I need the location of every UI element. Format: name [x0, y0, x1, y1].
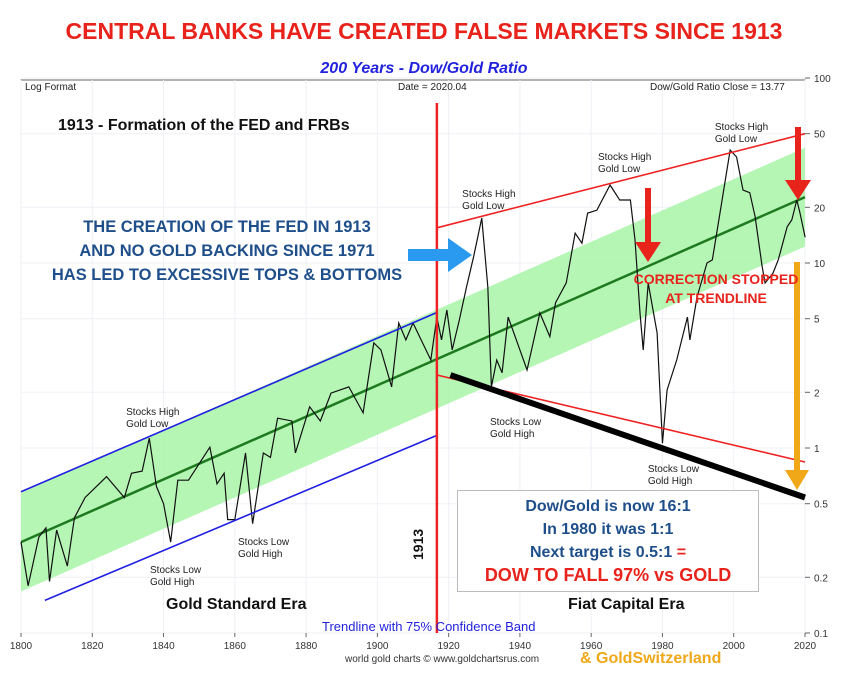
x-tick-label: 2000	[723, 641, 746, 652]
log-format-label: Log Format	[25, 82, 77, 93]
ratio-close-label: Dow/Gold Ratio Close = 13.77	[650, 82, 785, 93]
x-tick-label: 1960	[580, 641, 603, 652]
blue-lower-channel-line	[44, 434, 438, 602]
annotation-line: Stocks Low	[150, 565, 202, 576]
annotation-line: Gold Low	[462, 201, 505, 212]
red-down-arrow-icon	[785, 127, 811, 200]
chart-title: 200 Years - Dow/Gold Ratio	[320, 60, 528, 77]
y-tick-label: 1	[814, 444, 820, 455]
arrow-head	[785, 470, 809, 490]
annotation-label: Stocks High Gold Low	[126, 407, 179, 430]
info-line: Dow/Gold is now 16:1	[525, 498, 691, 515]
arrow-shaft	[795, 127, 801, 182]
arrow-shaft	[645, 188, 651, 244]
annotation-line: Stocks Low	[238, 537, 290, 548]
y-tick-label: 100	[814, 74, 831, 85]
blue-upper-channel-line	[20, 311, 438, 493]
goldswitzerland-credit: & GoldSwitzerland	[580, 650, 722, 667]
annotation-line: Stocks High	[715, 122, 768, 133]
annotation-label: Stocks High Gold Low	[462, 189, 515, 212]
annotation-line: Gold High	[648, 476, 692, 487]
era-label-fiat: Fiat Capital Era	[568, 596, 685, 613]
y-tick-label: 20	[814, 203, 826, 214]
vline-label: 1913	[410, 528, 426, 560]
annotation-line: Stocks Low	[490, 417, 542, 428]
x-tick-label: 1860	[224, 641, 247, 652]
annotation-line: Stocks High	[462, 189, 515, 200]
y-tick-label: 10	[814, 259, 826, 270]
orange-down-arrow-icon	[785, 262, 809, 490]
arrow-head	[785, 180, 811, 200]
y-tick-label: 50	[814, 130, 826, 141]
fed-line: HAS LED TO EXCESSIVE TOPS & BOTTOMS	[51, 266, 403, 284]
annotation-label: Stocks Low Gold High	[648, 464, 700, 487]
red-down-arrow-icon	[635, 188, 661, 262]
y-tick-label: 0.2	[814, 573, 828, 584]
x-tick-label: 1940	[509, 641, 532, 652]
annotation-line: Gold Low	[715, 134, 758, 145]
correction-line: CORRECTION STOPPED	[633, 271, 799, 287]
x-tick-label: 1820	[81, 641, 104, 652]
fed-line: AND NO GOLD BACKING SINCE 1971	[79, 242, 375, 260]
fed-line: THE CREATION OF THE FED IN 1913	[83, 218, 371, 236]
fed-formation-title: 1913 - Formation of the FED and FRBs	[58, 117, 350, 134]
annotation-label: Stocks High Gold Low	[598, 152, 651, 175]
annotation-line: Gold Low	[126, 419, 169, 430]
x-tick-label: 1980	[651, 641, 674, 652]
correction-note: CORRECTION STOPPED AT TRENDLINE	[630, 270, 802, 308]
blue-right-arrow-icon	[408, 238, 472, 272]
trendline	[20, 195, 806, 544]
info-line: Next target is 0.5:1 =	[458, 541, 758, 564]
x-tick-label: 1840	[152, 641, 175, 652]
annotation-label: Stocks Low Gold High	[238, 537, 290, 560]
annotation-line: Gold Low	[598, 164, 641, 175]
correction-line: AT TRENDLINE	[665, 290, 767, 306]
annotation-line: Gold High	[490, 429, 534, 440]
x-tick-label: 1900	[366, 641, 389, 652]
annotation-label: Stocks High Gold Low	[715, 122, 768, 145]
y-tick-label: 0.1	[814, 629, 828, 640]
x-tick-label: 1800	[10, 641, 33, 652]
arrow-shaft	[794, 262, 800, 472]
annotation-line: Gold High	[238, 549, 282, 560]
dow-gold-series-line	[20, 148, 806, 586]
annotation-label: Stocks Low Gold High	[150, 565, 202, 588]
red-upper-channel-line	[436, 132, 806, 229]
source-credit: world gold charts © www.goldchartsrus.co…	[345, 654, 540, 665]
info-line: In 1980 it was 1:1	[542, 521, 674, 538]
info-line-red: DOW TO FALL 97% vs GOLD	[484, 565, 732, 585]
x-tick-label: 1880	[295, 641, 318, 652]
equals-sign: =	[676, 544, 687, 561]
date-label: Date = 2020.04	[398, 82, 467, 93]
annotation-line: Gold High	[150, 577, 194, 588]
arrow-head	[635, 242, 661, 262]
headline: CENTRAL BANKS HAVE CREATED FALSE MARKETS…	[65, 18, 783, 44]
annotation-label: Stocks Low Gold High	[490, 417, 542, 440]
y-tick-label: 0.5	[814, 500, 828, 511]
x-tick-label: 2020	[794, 641, 817, 652]
info-line-text: Next target is 0.5:1	[529, 544, 673, 561]
fed-explanation: THE CREATION OF THE FED IN 1913 AND NO G…	[22, 215, 432, 287]
annotation-line: Stocks High	[126, 407, 179, 418]
era-label-gold-standard: Gold Standard Era	[166, 596, 307, 613]
y-tick-label: 5	[814, 315, 820, 326]
annotation-line: Stocks Low	[648, 464, 700, 475]
x-tick-label: 1920	[438, 641, 461, 652]
trendline-legend: Trendline with 75% Confidence Band	[322, 619, 536, 634]
black-support-channel-line	[449, 372, 806, 501]
y-tick-label: 2	[814, 388, 820, 399]
annotation-line: Stocks High	[598, 152, 651, 163]
info-box: Dow/Gold is now 16:1 In 1980 it was 1:1 …	[457, 490, 759, 592]
